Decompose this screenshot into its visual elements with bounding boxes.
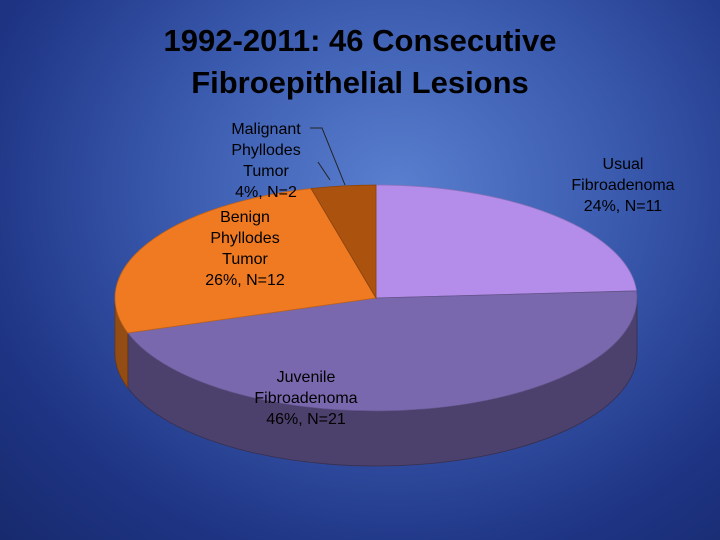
leader-line bbox=[317, 161, 331, 181]
slice-label: Benign Phyllodes Tumor 26%, N=12 bbox=[195, 207, 295, 291]
value-label: 4%, N=2 bbox=[235, 184, 297, 201]
value-label: 46%, N=21 bbox=[266, 411, 346, 428]
slice-label: Usual Fibroadenoma 24%, N=11 bbox=[558, 154, 688, 217]
pie-slice bbox=[114, 188, 377, 334]
pie-slice bbox=[310, 184, 377, 300]
pie-slice bbox=[127, 290, 638, 412]
leader-line bbox=[310, 127, 346, 186]
value-label: 24%, N=11 bbox=[583, 198, 663, 215]
pie-slice bbox=[375, 184, 637, 299]
category-label: Benign Phyllodes Tumor bbox=[210, 209, 280, 268]
slice-label: Malignant Phyllodes Tumor 4%, N=2 bbox=[221, 119, 311, 203]
category-label: Malignant Phyllodes Tumor bbox=[231, 121, 301, 180]
category-label: Usual Fibroadenoma bbox=[571, 156, 675, 194]
value-label: 26%, N=12 bbox=[205, 272, 285, 289]
slice-label: Juvenile Fibroadenoma 46%, N=21 bbox=[236, 367, 376, 430]
chart-title: 1992-2011: 46 Consecutive Fibroepithelia… bbox=[163, 23, 557, 100]
category-label: Juvenile Fibroadenoma bbox=[254, 369, 358, 407]
